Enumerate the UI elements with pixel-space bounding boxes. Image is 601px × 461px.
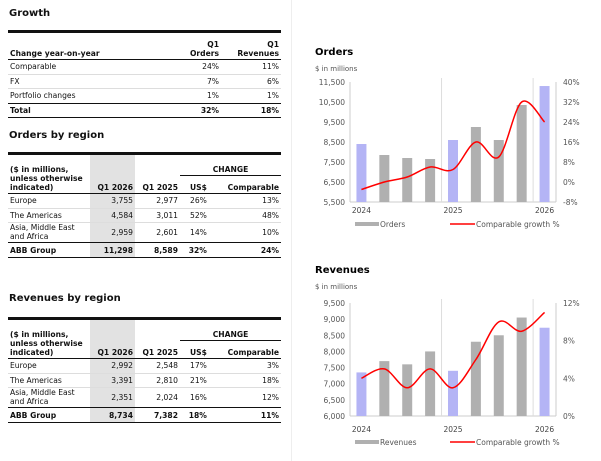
bar bbox=[402, 364, 413, 416]
y2-tick-label: 16% bbox=[563, 138, 580, 147]
col-q1-2026: Q1 2026 bbox=[90, 153, 135, 194]
x-tick-label: 2025 bbox=[443, 425, 462, 434]
bar bbox=[425, 159, 436, 202]
y-tick-label: 8,500 bbox=[324, 331, 346, 340]
table-row: ABB Group 8,734 7,382 18% 11% bbox=[8, 407, 281, 423]
col-change: CHANGE bbox=[180, 318, 281, 341]
col-q1-2025: Q1 2025 bbox=[135, 318, 180, 359]
col-usd: US$ bbox=[180, 175, 209, 194]
growth-table: Change year-on-year Q1 Orders Q1 Revenues … bbox=[8, 30, 281, 118]
legend-bar-swatch bbox=[355, 440, 379, 444]
y-tick-label: 11,500 bbox=[319, 78, 345, 87]
col-orders: Q1 Orders bbox=[161, 31, 221, 60]
table-row: Europe 3,755 2,977 26% 13% bbox=[8, 193, 281, 209]
bar bbox=[470, 341, 481, 416]
y-tick-label: 7,500 bbox=[324, 158, 346, 167]
legend-bar-label: Revenues bbox=[380, 438, 417, 447]
growth-title: Growth bbox=[9, 8, 51, 19]
legend-bar-label: Orders bbox=[380, 220, 405, 229]
y2-tick-label: 8% bbox=[563, 337, 575, 346]
bar bbox=[493, 335, 504, 416]
bar bbox=[493, 140, 504, 202]
y2-tick-label: 0% bbox=[563, 178, 575, 187]
x-tick-label: 2025 bbox=[443, 206, 462, 215]
x-tick-label: 2024 bbox=[352, 206, 371, 215]
y-tick-label: 6,500 bbox=[324, 178, 346, 187]
col-change: CHANGE bbox=[180, 153, 281, 176]
orders-region-table: ($ in millions, unless otherwise indicat… bbox=[8, 152, 281, 258]
y2-tick-label: 4% bbox=[563, 374, 575, 383]
bar bbox=[356, 372, 367, 416]
x-tick-label: 2024 bbox=[352, 425, 371, 434]
table-row: Asia, Middle East and Africa 2,959 2,601… bbox=[8, 222, 281, 244]
x-tick-label: 2026 bbox=[535, 206, 554, 215]
y-tick-label: 9,000 bbox=[324, 315, 346, 324]
bar bbox=[356, 144, 367, 202]
legend-line-label: Comparable growth % bbox=[476, 220, 560, 229]
table-row: Portfolio changes 1% 1% bbox=[8, 88, 281, 104]
bar bbox=[448, 370, 458, 416]
table-row: FX 7% 6% bbox=[8, 74, 281, 89]
y2-tick-label: 12% bbox=[563, 299, 580, 308]
tables-panel: Growth Change year-on-year Q1 Orders Q1 Re… bbox=[0, 0, 292, 461]
bar bbox=[402, 158, 413, 202]
y-tick-label: 10,500 bbox=[319, 98, 345, 107]
col-comparable: Comparable bbox=[208, 340, 281, 359]
header-label: ($ in millions, unless otherwise indicat… bbox=[8, 153, 90, 194]
table-row: Total 32% 18% bbox=[10, 105, 279, 115]
bar bbox=[539, 86, 550, 202]
y2-tick-label: 0% bbox=[563, 412, 575, 421]
y2-tick-label: 40% bbox=[563, 78, 580, 87]
y-tick-label: 6,000 bbox=[324, 412, 346, 421]
y-tick-label: 6,500 bbox=[324, 396, 346, 405]
legend-line-label: Comparable growth % bbox=[476, 438, 560, 447]
table-row: Asia, Middle East and Africa 2,351 2,024… bbox=[8, 387, 281, 409]
bar bbox=[470, 127, 481, 202]
y-tick-label: 9,500 bbox=[324, 118, 346, 127]
legend-bar-swatch bbox=[355, 222, 379, 226]
table-row: Europe 2,992 2,548 17% 3% bbox=[8, 358, 281, 374]
y2-tick-label: 8% bbox=[563, 158, 575, 167]
bar bbox=[379, 155, 390, 202]
col-q1-2025: Q1 2025 bbox=[135, 153, 180, 194]
col-label: Change year-on-year bbox=[8, 31, 161, 60]
y2-tick-label: 24% bbox=[563, 118, 580, 127]
bar bbox=[516, 105, 527, 202]
x-tick-label: 2026 bbox=[535, 425, 554, 434]
y-tick-label: 7,000 bbox=[324, 380, 346, 389]
chart-subtitle: $ in millions bbox=[315, 283, 358, 291]
y2-tick-label: -8% bbox=[563, 198, 578, 207]
orders-region-title: Orders by region bbox=[9, 130, 105, 141]
col-comparable: Comparable bbox=[208, 175, 281, 194]
table-row: The Americas 3,391 2,810 21% 18% bbox=[8, 373, 281, 388]
y-tick-label: 7,500 bbox=[324, 364, 346, 373]
table-row: Comparable 24% 11% bbox=[8, 59, 281, 75]
bar bbox=[425, 351, 436, 416]
y-tick-label: 9,500 bbox=[324, 299, 346, 308]
chart-title: Orders bbox=[315, 47, 353, 58]
bar bbox=[516, 317, 527, 416]
bar bbox=[379, 361, 390, 416]
revenues-region-title: Revenues by region bbox=[9, 293, 121, 304]
y-tick-label: 8,500 bbox=[324, 138, 346, 147]
chart-title: Revenues bbox=[315, 265, 370, 276]
bar bbox=[448, 140, 458, 202]
y2-tick-label: 32% bbox=[563, 98, 580, 107]
revenues-region-table: ($ in millions, unless otherwise indicat… bbox=[8, 317, 281, 423]
y-tick-label: 8,000 bbox=[324, 347, 346, 356]
col-revenues: Q1 Revenues bbox=[221, 31, 281, 60]
bar bbox=[539, 327, 550, 416]
header-label: ($ in millions, unless otherwise indicat… bbox=[8, 318, 90, 359]
chart-subtitle: $ in millions bbox=[315, 65, 358, 73]
table-row: ABB Group 11,298 8,589 32% 24% bbox=[8, 242, 281, 258]
col-usd: US$ bbox=[180, 340, 209, 359]
y-tick-label: 5,500 bbox=[324, 198, 346, 207]
table-row: The Americas 4,584 3,011 52% 48% bbox=[8, 208, 281, 223]
col-q1-2026: Q1 2026 bbox=[90, 318, 135, 359]
